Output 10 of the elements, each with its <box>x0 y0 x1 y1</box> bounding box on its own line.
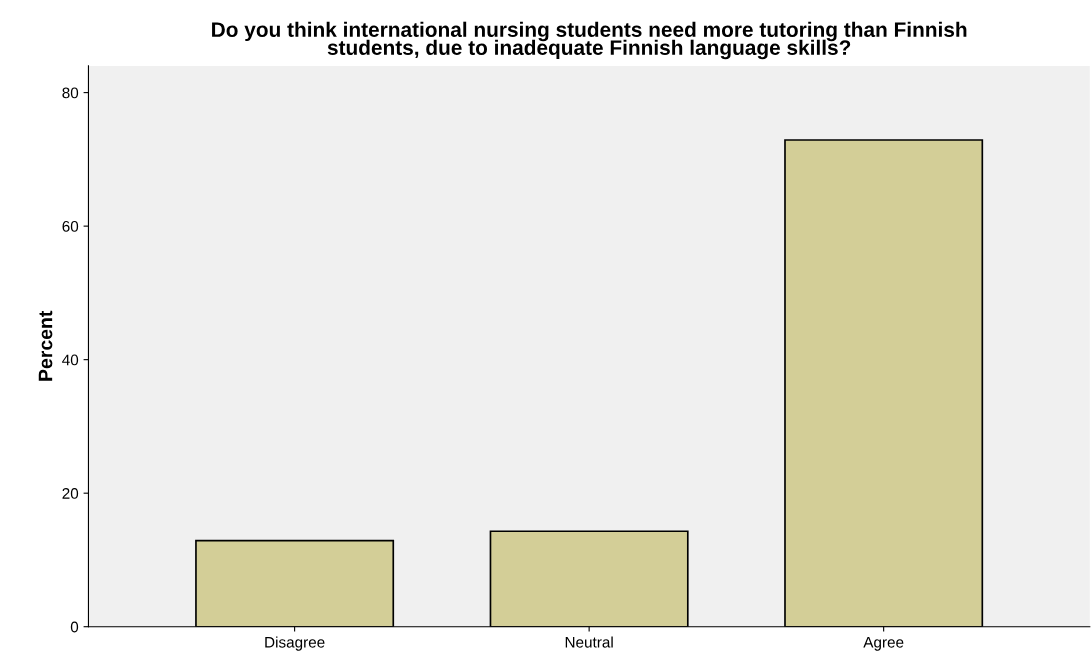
chart-title: Do you think international nursing students need more tutoring than Finnish students, due to inadequate Finnish language skills? <box>212 21 967 60</box>
y-axis-title: Percent <box>38 310 53 381</box>
x-tick-label: Disagree <box>265 636 325 651</box>
y-tick-label: 60 <box>62 221 79 232</box>
y-tick-label: 80 <box>62 87 79 99</box>
y-tick-label: 0 <box>70 621 79 633</box>
y-tick-label: 20 <box>62 488 79 499</box>
x-tick-label: Agree <box>863 636 904 651</box>
y-tick-label: 40 <box>62 354 79 366</box>
x-tick-label: Neutral <box>565 636 613 648</box>
